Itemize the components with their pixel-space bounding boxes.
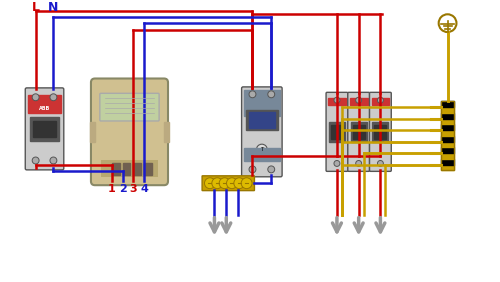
Bar (440, 113, 454, 118)
Bar (440, 130, 454, 136)
FancyBboxPatch shape (242, 87, 282, 177)
Bar (350, 98, 368, 105)
Bar (372, 98, 390, 105)
Bar (440, 159, 454, 165)
Bar (440, 142, 454, 147)
Bar (372, 122, 388, 142)
Bar (440, 136, 454, 142)
Bar (440, 165, 454, 170)
FancyBboxPatch shape (348, 92, 370, 171)
Bar (144, 164, 152, 175)
Text: ABB: ABB (39, 106, 50, 111)
Circle shape (212, 178, 222, 189)
Circle shape (268, 166, 274, 173)
Bar (90, 122, 95, 142)
FancyBboxPatch shape (202, 176, 254, 191)
FancyBboxPatch shape (326, 92, 348, 171)
Circle shape (334, 160, 340, 166)
Circle shape (219, 178, 230, 189)
Circle shape (32, 157, 39, 164)
Bar (329, 122, 345, 142)
Bar (112, 164, 120, 175)
Bar (164, 122, 169, 142)
Bar (440, 101, 454, 107)
Text: 2: 2 (118, 184, 126, 194)
FancyBboxPatch shape (26, 88, 64, 170)
Circle shape (438, 14, 456, 32)
FancyBboxPatch shape (100, 93, 159, 121)
Bar (122, 164, 130, 175)
Bar (28, 95, 62, 103)
Bar (440, 153, 454, 159)
Circle shape (356, 97, 362, 103)
Circle shape (356, 160, 362, 166)
Text: L: L (32, 1, 40, 14)
Text: N: N (48, 1, 58, 14)
Bar (30, 117, 60, 141)
Bar (331, 125, 343, 139)
Bar (134, 164, 141, 175)
Text: 4: 4 (140, 184, 148, 194)
Text: 3: 3 (130, 184, 137, 194)
Bar (249, 112, 274, 128)
Bar (244, 90, 280, 116)
Bar (440, 147, 454, 153)
Circle shape (268, 91, 274, 98)
FancyBboxPatch shape (91, 78, 168, 185)
Bar (244, 148, 280, 162)
Circle shape (249, 91, 256, 98)
Circle shape (249, 166, 256, 173)
FancyBboxPatch shape (370, 92, 392, 171)
Bar (374, 125, 386, 139)
Bar (32, 121, 56, 137)
Circle shape (334, 97, 340, 103)
Text: 1: 1 (108, 184, 116, 194)
Circle shape (378, 160, 384, 166)
Text: T: T (260, 147, 264, 152)
Bar (328, 98, 346, 105)
Bar (440, 107, 454, 113)
Bar (352, 125, 364, 139)
Circle shape (234, 178, 244, 189)
Bar (28, 103, 62, 113)
Circle shape (256, 144, 268, 155)
Bar (440, 118, 454, 124)
Circle shape (32, 94, 39, 101)
Circle shape (50, 157, 57, 164)
Circle shape (241, 178, 252, 189)
Bar (440, 101, 454, 170)
Bar (101, 160, 158, 177)
Circle shape (204, 178, 216, 189)
Bar (246, 110, 278, 130)
Bar (440, 124, 454, 130)
Circle shape (50, 94, 57, 101)
Circle shape (226, 178, 237, 189)
Bar (351, 122, 366, 142)
Circle shape (378, 97, 384, 103)
